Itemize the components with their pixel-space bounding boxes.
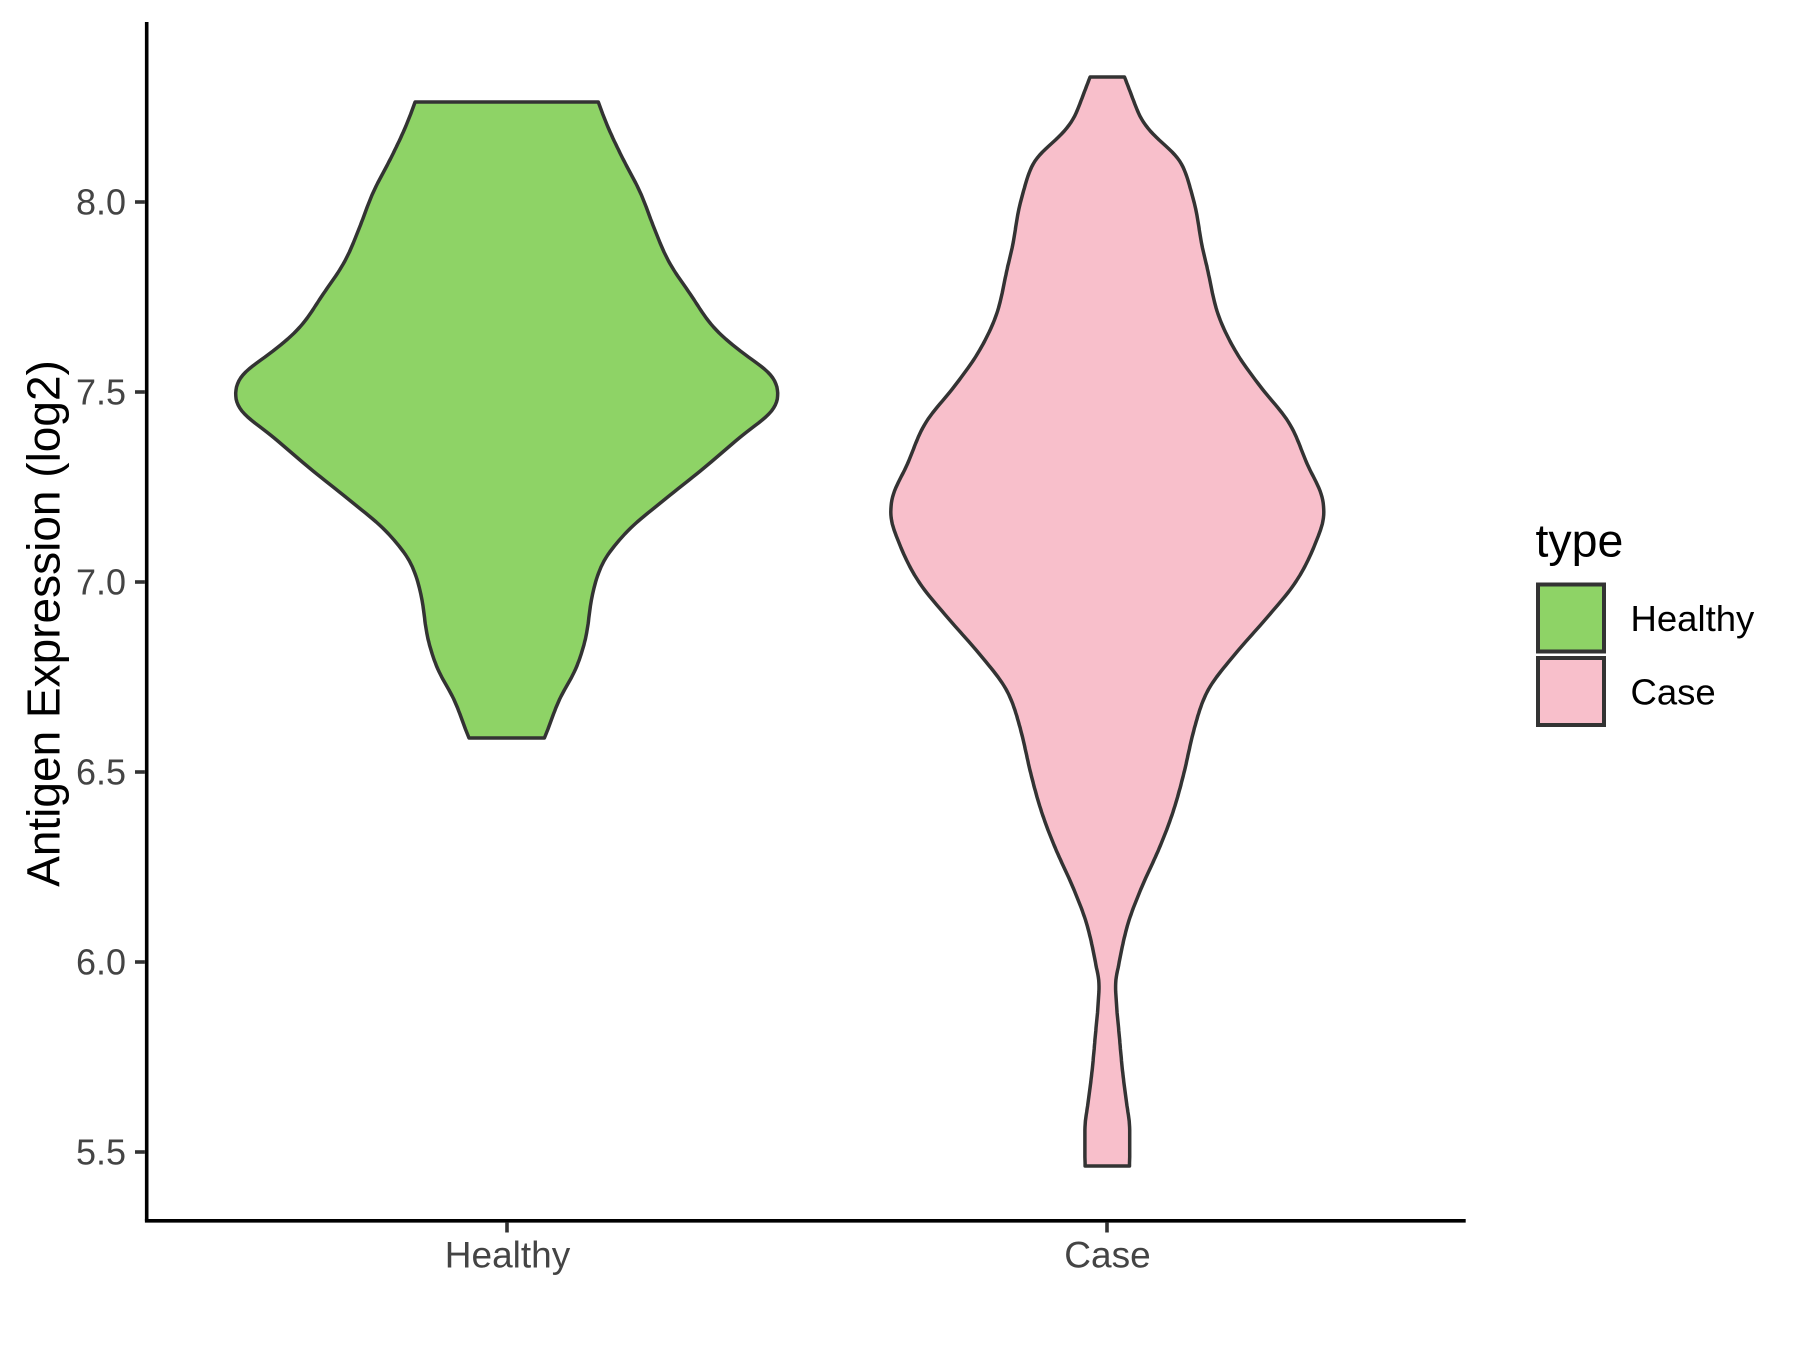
svg-text:Case: Case xyxy=(1064,1235,1150,1276)
svg-text:6.5: 6.5 xyxy=(76,752,126,793)
svg-text:type: type xyxy=(1536,514,1624,566)
svg-text:7.0: 7.0 xyxy=(76,562,126,603)
svg-text:Healthy: Healthy xyxy=(1631,598,1756,639)
svg-text:Antigen Expression (log2): Antigen Expression (log2) xyxy=(18,360,70,887)
svg-text:7.5: 7.5 xyxy=(76,372,126,413)
svg-text:8.0: 8.0 xyxy=(76,182,126,223)
svg-text:Case: Case xyxy=(1631,672,1716,713)
svg-text:6.0: 6.0 xyxy=(76,942,126,983)
svg-text:Healthy: Healthy xyxy=(445,1235,571,1276)
svg-text:5.5: 5.5 xyxy=(76,1132,126,1173)
